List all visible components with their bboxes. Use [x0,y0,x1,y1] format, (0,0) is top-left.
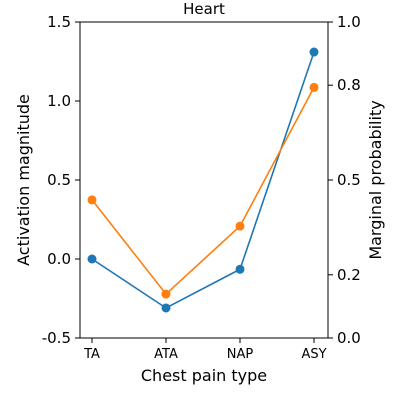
series-1-line [91,51,315,309]
x-tick-label: TA [83,347,100,362]
y2-tick-label: 0.2 [337,266,361,284]
ticks-layer: -0.5 0.0 0.5 1.0 1.5 0.0 0.2 0.5 0.8 1.0 TA ATA NAP A… [42,13,361,362]
x-tick-label: ASY [301,347,326,362]
y-tick-label: -0.5 [42,329,71,347]
x-axis-label: Chest pain type [141,366,267,385]
y-tick-label: 1.5 [47,13,71,31]
series-2-line [91,87,315,296]
x-tick-label: ATA [154,347,178,362]
y2-axis-label: Marginal probability [366,100,385,259]
y-axis-label: Activation magnitude [14,94,33,266]
series-layer [87,47,319,313]
series-1-point [161,303,171,313]
y2-tick-label: 0.8 [337,76,361,94]
y2-tick-label: 0.0 [337,329,361,347]
y2-tick-label: 0.5 [337,171,361,189]
series-1-point [87,254,97,264]
y-tick-label: 0.0 [47,250,71,268]
chart-title: Heart [183,0,225,18]
plot-area [80,22,328,338]
y-tick-label: 1.0 [47,92,71,110]
series-2-point [161,289,171,299]
series-2-point [87,195,97,205]
y-tick-label: 0.5 [47,171,71,189]
y2-tick-label: 1.0 [337,13,361,31]
series-2-point [235,221,245,231]
series-1-point [235,264,245,274]
series-1-point [309,47,319,57]
x-tick-label: NAP [227,347,254,362]
series-2-point [309,82,319,92]
